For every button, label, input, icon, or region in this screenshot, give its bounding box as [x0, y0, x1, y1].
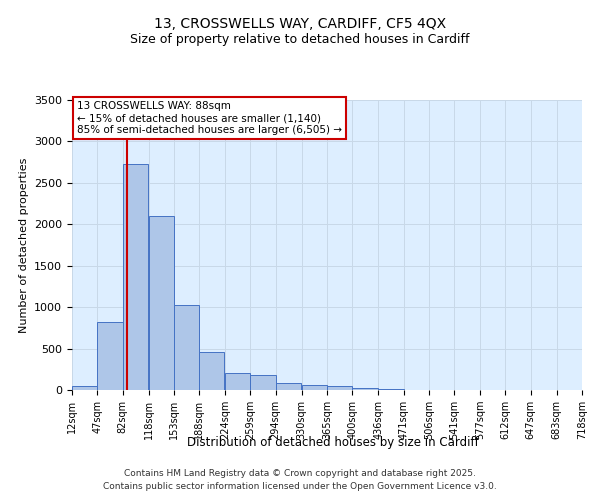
Bar — [378, 389, 404, 390]
Text: Contains public sector information licensed under the Open Government Licence v3: Contains public sector information licen… — [103, 482, 497, 491]
Text: Contains HM Land Registry data © Crown copyright and database right 2025.: Contains HM Land Registry data © Crown c… — [124, 468, 476, 477]
Bar — [276, 382, 301, 390]
Bar — [149, 216, 174, 390]
Bar — [199, 352, 224, 390]
Text: Distribution of detached houses by size in Cardiff: Distribution of detached houses by size … — [187, 436, 479, 449]
Text: 13 CROSSWELLS WAY: 88sqm
← 15% of detached houses are smaller (1,140)
85% of sem: 13 CROSSWELLS WAY: 88sqm ← 15% of detach… — [77, 102, 342, 134]
Bar — [302, 386, 327, 390]
Bar — [72, 386, 97, 390]
Bar — [352, 388, 377, 390]
Bar — [250, 374, 276, 390]
Bar — [97, 322, 122, 390]
Bar — [122, 164, 148, 390]
Bar — [327, 386, 352, 390]
Text: Size of property relative to detached houses in Cardiff: Size of property relative to detached ho… — [130, 32, 470, 46]
Y-axis label: Number of detached properties: Number of detached properties — [19, 158, 29, 332]
Bar — [174, 304, 199, 390]
Text: 13, CROSSWELLS WAY, CARDIFF, CF5 4QX: 13, CROSSWELLS WAY, CARDIFF, CF5 4QX — [154, 18, 446, 32]
Bar — [225, 373, 250, 390]
